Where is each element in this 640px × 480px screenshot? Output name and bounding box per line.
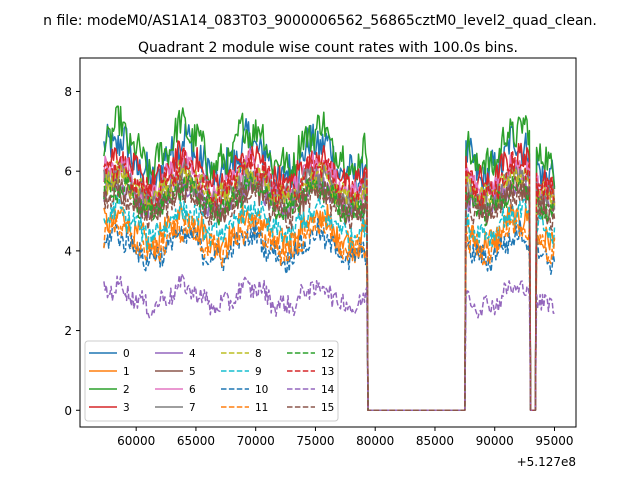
series-line-15 bbox=[103, 175, 556, 412]
legend-label-3: 3 bbox=[123, 402, 130, 414]
legend-label-13: 13 bbox=[321, 366, 334, 378]
x-tick-label: 60000 bbox=[117, 434, 155, 448]
series-line-2 bbox=[103, 105, 556, 412]
legend-label-11: 11 bbox=[255, 402, 268, 414]
series-line-9 bbox=[103, 194, 556, 412]
series-line-3 bbox=[103, 140, 556, 412]
ticks-layer: 60000 65000 70000 75000 80000 85000 90000 95000… bbox=[64, 85, 573, 448]
chart-title: Quadrant 2 module wise count rates with … bbox=[138, 40, 518, 56]
x-tick-label: 90000 bbox=[476, 434, 514, 448]
series-layer bbox=[103, 105, 556, 412]
chart-suptitle: n file: modeM0/AS1A14_083T03_9000006562_… bbox=[43, 13, 597, 29]
x-tick-label: 80000 bbox=[356, 434, 394, 448]
legend-box bbox=[84, 340, 339, 422]
legend-label-9: 9 bbox=[255, 366, 262, 378]
y-tick-label: 6 bbox=[64, 165, 72, 179]
legend-label-14: 14 bbox=[321, 384, 335, 396]
series-line-12 bbox=[103, 173, 556, 412]
plot-frame bbox=[79, 57, 577, 428]
legend-label-6: 6 bbox=[189, 384, 196, 396]
y-tick-label: 0 bbox=[64, 404, 72, 418]
series-line-8 bbox=[103, 159, 556, 412]
series-line-13 bbox=[103, 149, 556, 412]
legend-label-0: 0 bbox=[123, 348, 130, 360]
legend-label-1: 1 bbox=[123, 366, 130, 378]
x-tick-label: 95000 bbox=[535, 434, 573, 448]
y-tick-label: 8 bbox=[64, 85, 72, 99]
legend-label-15: 15 bbox=[321, 402, 334, 414]
series-line-14 bbox=[103, 273, 555, 412]
y-tick-label: 4 bbox=[64, 244, 72, 258]
x-tick-label: 75000 bbox=[296, 434, 334, 448]
x-offset-label: +5.127e8 bbox=[517, 455, 576, 469]
legend-label-12: 12 bbox=[321, 348, 334, 360]
x-tick-label: 70000 bbox=[237, 434, 275, 448]
legend-label-7: 7 bbox=[189, 402, 196, 414]
series-line-11 bbox=[103, 213, 556, 412]
legend-label-5: 5 bbox=[189, 366, 196, 378]
legend-label-10: 10 bbox=[255, 384, 268, 396]
legend-label-8: 8 bbox=[255, 348, 262, 360]
legend-label-4: 4 bbox=[189, 348, 196, 360]
x-tick-label: 65000 bbox=[177, 434, 215, 448]
legend-label-2: 2 bbox=[123, 384, 130, 396]
x-tick-label: 85000 bbox=[416, 434, 454, 448]
y-tick-label: 2 bbox=[64, 324, 72, 338]
